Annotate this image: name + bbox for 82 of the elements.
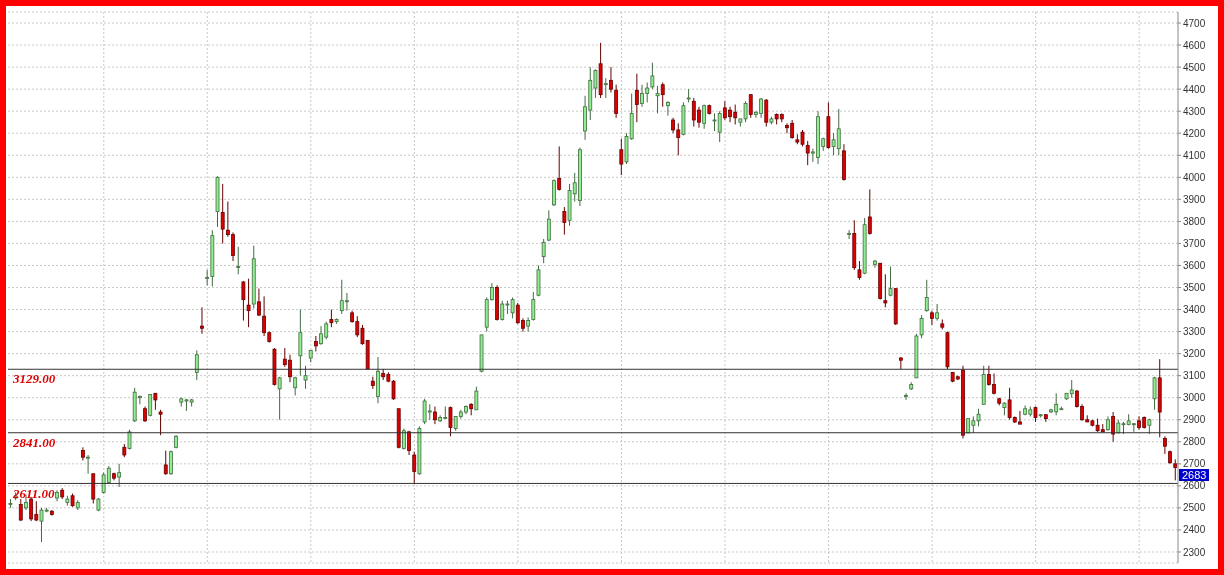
candlestick xyxy=(277,376,282,421)
candlestick xyxy=(557,145,562,192)
candlestick xyxy=(898,356,903,370)
y-tick-label: 3000 xyxy=(1183,392,1206,404)
ref-line-label: 2841.00 xyxy=(12,434,56,450)
y-tick-label: 4700 xyxy=(1183,17,1206,29)
candlestick xyxy=(169,450,173,476)
y-tick-label: 4300 xyxy=(1183,105,1206,117)
candlestick xyxy=(81,446,85,462)
candlestick xyxy=(666,100,670,117)
candlestick xyxy=(857,260,862,281)
candlestick xyxy=(541,238,546,264)
candlestick xyxy=(847,229,851,240)
candlestick xyxy=(448,406,453,437)
candlestick xyxy=(298,309,303,377)
candlestick xyxy=(546,209,551,242)
y-tick-label: 2500 xyxy=(1183,502,1206,514)
y-tick-label: 4000 xyxy=(1183,171,1206,183)
ref-line-label: 3129.00 xyxy=(12,371,56,387)
y-tick-label: 3700 xyxy=(1183,237,1206,249)
candlestick xyxy=(86,454,90,475)
y-tick-label: 2600 xyxy=(1183,480,1206,492)
y-tick-label: 4400 xyxy=(1183,83,1206,95)
candlestick xyxy=(257,288,261,317)
candlestick xyxy=(867,188,872,236)
candlestick xyxy=(888,266,893,297)
candlestick xyxy=(634,73,639,123)
candlestick xyxy=(220,183,225,244)
ref-line-label: 2611.00 xyxy=(12,485,56,501)
y-tick-label: 3300 xyxy=(1183,326,1206,338)
candlestick xyxy=(412,451,417,485)
y-tick-label: 3200 xyxy=(1183,348,1206,360)
y-tick-label: 4500 xyxy=(1183,61,1206,73)
candlestick xyxy=(603,77,608,99)
candlestick xyxy=(29,496,34,522)
candlestick xyxy=(1152,376,1157,411)
candlestick xyxy=(246,278,251,328)
y-tick-label: 4100 xyxy=(1183,149,1206,161)
y-tick-label: 3100 xyxy=(1183,370,1206,382)
y-tick-label: 4200 xyxy=(1183,127,1206,139)
candlestick xyxy=(194,349,199,381)
y-tick-label: 3400 xyxy=(1183,304,1206,316)
candlestick xyxy=(407,430,411,456)
candlestick xyxy=(930,310,934,326)
candlestick xyxy=(904,392,908,401)
candlestick xyxy=(200,306,204,335)
text: 2683 xyxy=(1179,468,1210,481)
candlestick xyxy=(117,463,122,488)
candlestick xyxy=(702,104,707,130)
candlestick xyxy=(303,365,308,390)
candlestick xyxy=(158,409,163,436)
candlestick xyxy=(805,140,810,166)
candlestick xyxy=(924,279,929,313)
candlestick xyxy=(236,246,241,275)
candlestick xyxy=(609,66,613,93)
y-tick-label: 2300 xyxy=(1183,546,1206,558)
candlestick xyxy=(655,85,660,114)
candlestick xyxy=(619,138,624,176)
y-tick-label: 3500 xyxy=(1183,282,1206,294)
candlestick xyxy=(313,335,318,352)
candlestick xyxy=(883,273,888,308)
y-tick-label: 2800 xyxy=(1183,436,1206,448)
candlestick xyxy=(660,82,665,108)
candlestick xyxy=(748,94,753,119)
candlestick xyxy=(562,206,567,236)
y-tick-label: 3800 xyxy=(1183,215,1206,227)
y-tick-label: 3600 xyxy=(1183,260,1206,272)
candlestick xyxy=(935,303,940,322)
candlestick xyxy=(764,98,769,128)
candlestick xyxy=(526,316,531,333)
y-tick-label: 4600 xyxy=(1183,39,1206,51)
y-tick-label: 3900 xyxy=(1183,193,1206,205)
candlestick xyxy=(474,386,479,411)
y-tick-label: 2700 xyxy=(1183,458,1206,470)
y-tick-label: 2400 xyxy=(1183,524,1206,536)
y-tick-label: 2900 xyxy=(1183,414,1206,426)
candlestick xyxy=(1163,435,1167,455)
candlestick xyxy=(241,280,246,322)
candlestick xyxy=(614,84,619,119)
candlestick xyxy=(531,291,536,322)
candlestick xyxy=(163,450,168,476)
candlestick xyxy=(1111,411,1116,443)
